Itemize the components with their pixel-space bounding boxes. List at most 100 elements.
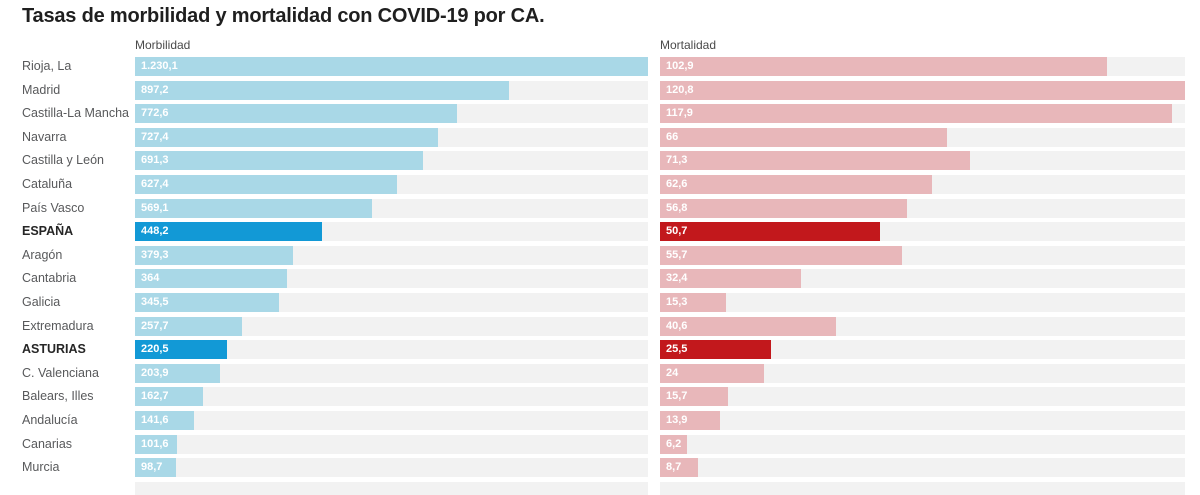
column-gap [648,458,660,477]
morbidity-bar[interactable]: 627,4 [135,174,397,194]
value-label: 13,9 [666,413,688,426]
category-label: Rioja, La [22,59,72,73]
mortality-bar[interactable]: 8,7 [660,458,698,478]
mortality-track: 24 [660,363,1185,383]
chart-row: Galicia 345,5 15,3 [22,292,1185,312]
mortality-bar[interactable]: 66 [660,127,947,147]
morbidity-bar[interactable]: 345,5 [135,292,280,312]
chart-row: Andalucía 141,6 13,9 [22,410,1185,430]
chart-row: Canarias 101,6 6,2 [22,434,1185,454]
category-label: Navarra [22,129,67,144]
mortality-bar[interactable]: 120,8 [660,80,1185,100]
mortality-bar[interactable]: 13,9 [660,410,721,430]
mortality-track: 13,9 [660,410,1185,430]
value-label: 345,5 [141,295,169,308]
value-label: 727,4 [141,130,169,143]
category-label: País Vasco [22,200,85,215]
mortality-track: 62,6 [660,174,1185,194]
value-label: 98,7 [141,461,163,474]
category-label: C. Valenciana [22,365,99,380]
value-label: 257,7 [141,319,169,332]
value-label: 8,7 [666,461,682,474]
morbidity-bar[interactable]: 220,5 [135,340,227,360]
morbidity-bar[interactable]: 727,4 [135,127,439,147]
value-label: 50,7 [666,225,688,238]
morbidity-bar[interactable]: 897,2 [135,80,510,100]
value-label: 62,6 [666,177,688,190]
column-gap [648,57,660,76]
category-label: Aragón [22,247,63,262]
category-label: Andalucía [22,412,78,427]
morbidity-bar[interactable]: 364 [135,269,287,289]
value-label: 25,5 [666,343,688,356]
value-label: 24 [666,366,679,379]
chart-rows: Rioja, La 1.230,1 102,9 Madrid 897,2 120,8 Cas… [22,57,1185,478]
value-label: 66 [666,130,679,143]
mortality-bar[interactable]: 32,4 [660,269,801,289]
value-label: 15,3 [666,295,688,308]
mortality-bar[interactable]: 6,2 [660,434,687,454]
morbidity-track: 98,7 [135,458,648,478]
chart-row: Castilla y León 691,3 71,3 [22,151,1185,171]
morbidity-bar[interactable]: 162,7 [135,387,203,407]
value-label: 627,4 [141,177,169,190]
value-label: 569,1 [141,201,169,214]
mortality-track: 120,8 [660,80,1185,100]
morbidity-track: 569,1 [135,198,648,218]
morbidity-bar[interactable]: 101,6 [135,434,178,454]
value-label: 101,6 [141,437,169,450]
mortality-bar[interactable]: 40,6 [660,316,837,336]
mortality-track: 25,5 [660,340,1185,360]
morbidity-bar[interactable]: 448,2 [135,222,322,242]
mortality-bar[interactable]: 102,9 [660,57,1108,76]
category-label: ASTURIAS [22,342,86,357]
chart-row: País Vasco 569,1 56,8 [22,198,1185,218]
chart-row: Balears, Illes 162,7 15,7 [22,387,1185,407]
column-gap [648,199,660,218]
mortality-track: 50,7 [660,222,1185,242]
value-label: 162,7 [141,390,169,403]
mortality-bar[interactable]: 117,9 [660,104,1173,124]
morbidity-track: 897,2 [135,80,648,100]
mortality-bar[interactable]: 71,3 [660,151,970,171]
mortality-track: 32,4 [660,269,1185,289]
category-label: Balears, Illes [22,389,94,404]
mortality-bar[interactable]: 62,6 [660,174,933,194]
morbidity-track: 379,3 [135,245,648,265]
column-headers: Morbilidad Mortalidad [22,38,1185,52]
column-gap [648,364,660,383]
mortality-bar[interactable]: 56,8 [660,198,907,218]
value-label: 364 [141,272,160,285]
value-label: 117,9 [666,107,693,120]
column-gap [648,411,660,430]
morbidity-bar[interactable]: 379,3 [135,245,294,265]
mortality-bar[interactable]: 55,7 [660,245,903,265]
value-label: 691,3 [141,154,169,167]
morbidity-track: 162,7 [135,387,648,407]
morbidity-track: 203,9 [135,363,648,383]
mortality-track: 15,3 [660,292,1185,312]
mortality-track: 55,7 [660,245,1185,265]
morbidity-bar[interactable]: 257,7 [135,316,243,336]
value-label: 71,3 [666,154,688,167]
mortality-bar[interactable]: 50,7 [660,222,881,242]
category-label: Galicia [22,294,61,309]
mortality-bar[interactable]: 24 [660,363,765,383]
category-label: Extremadura [22,318,94,333]
morbidity-bar[interactable]: 691,3 [135,151,424,171]
morbidity-track: 101,6 [135,434,648,454]
chart-row: Extremadura 257,7 40,6 [22,316,1185,336]
morbidity-bar[interactable]: 1.230,1 [135,57,648,76]
morbidity-bar[interactable]: 569,1 [135,198,373,218]
mortality-track: 102,9 [660,57,1185,76]
mortality-bar[interactable]: 15,3 [660,292,727,312]
value-label: 56,8 [666,201,688,214]
mortality-bar[interactable]: 15,7 [660,387,729,407]
morbidity-bar[interactable]: 203,9 [135,363,221,383]
morbidity-bar[interactable]: 141,6 [135,410,195,430]
morbidity-bar[interactable]: 772,6 [135,104,458,124]
mortality-bar[interactable]: 25,5 [660,340,771,360]
morbidity-bar[interactable]: 98,7 [135,458,177,478]
morbidity-track [135,481,648,495]
